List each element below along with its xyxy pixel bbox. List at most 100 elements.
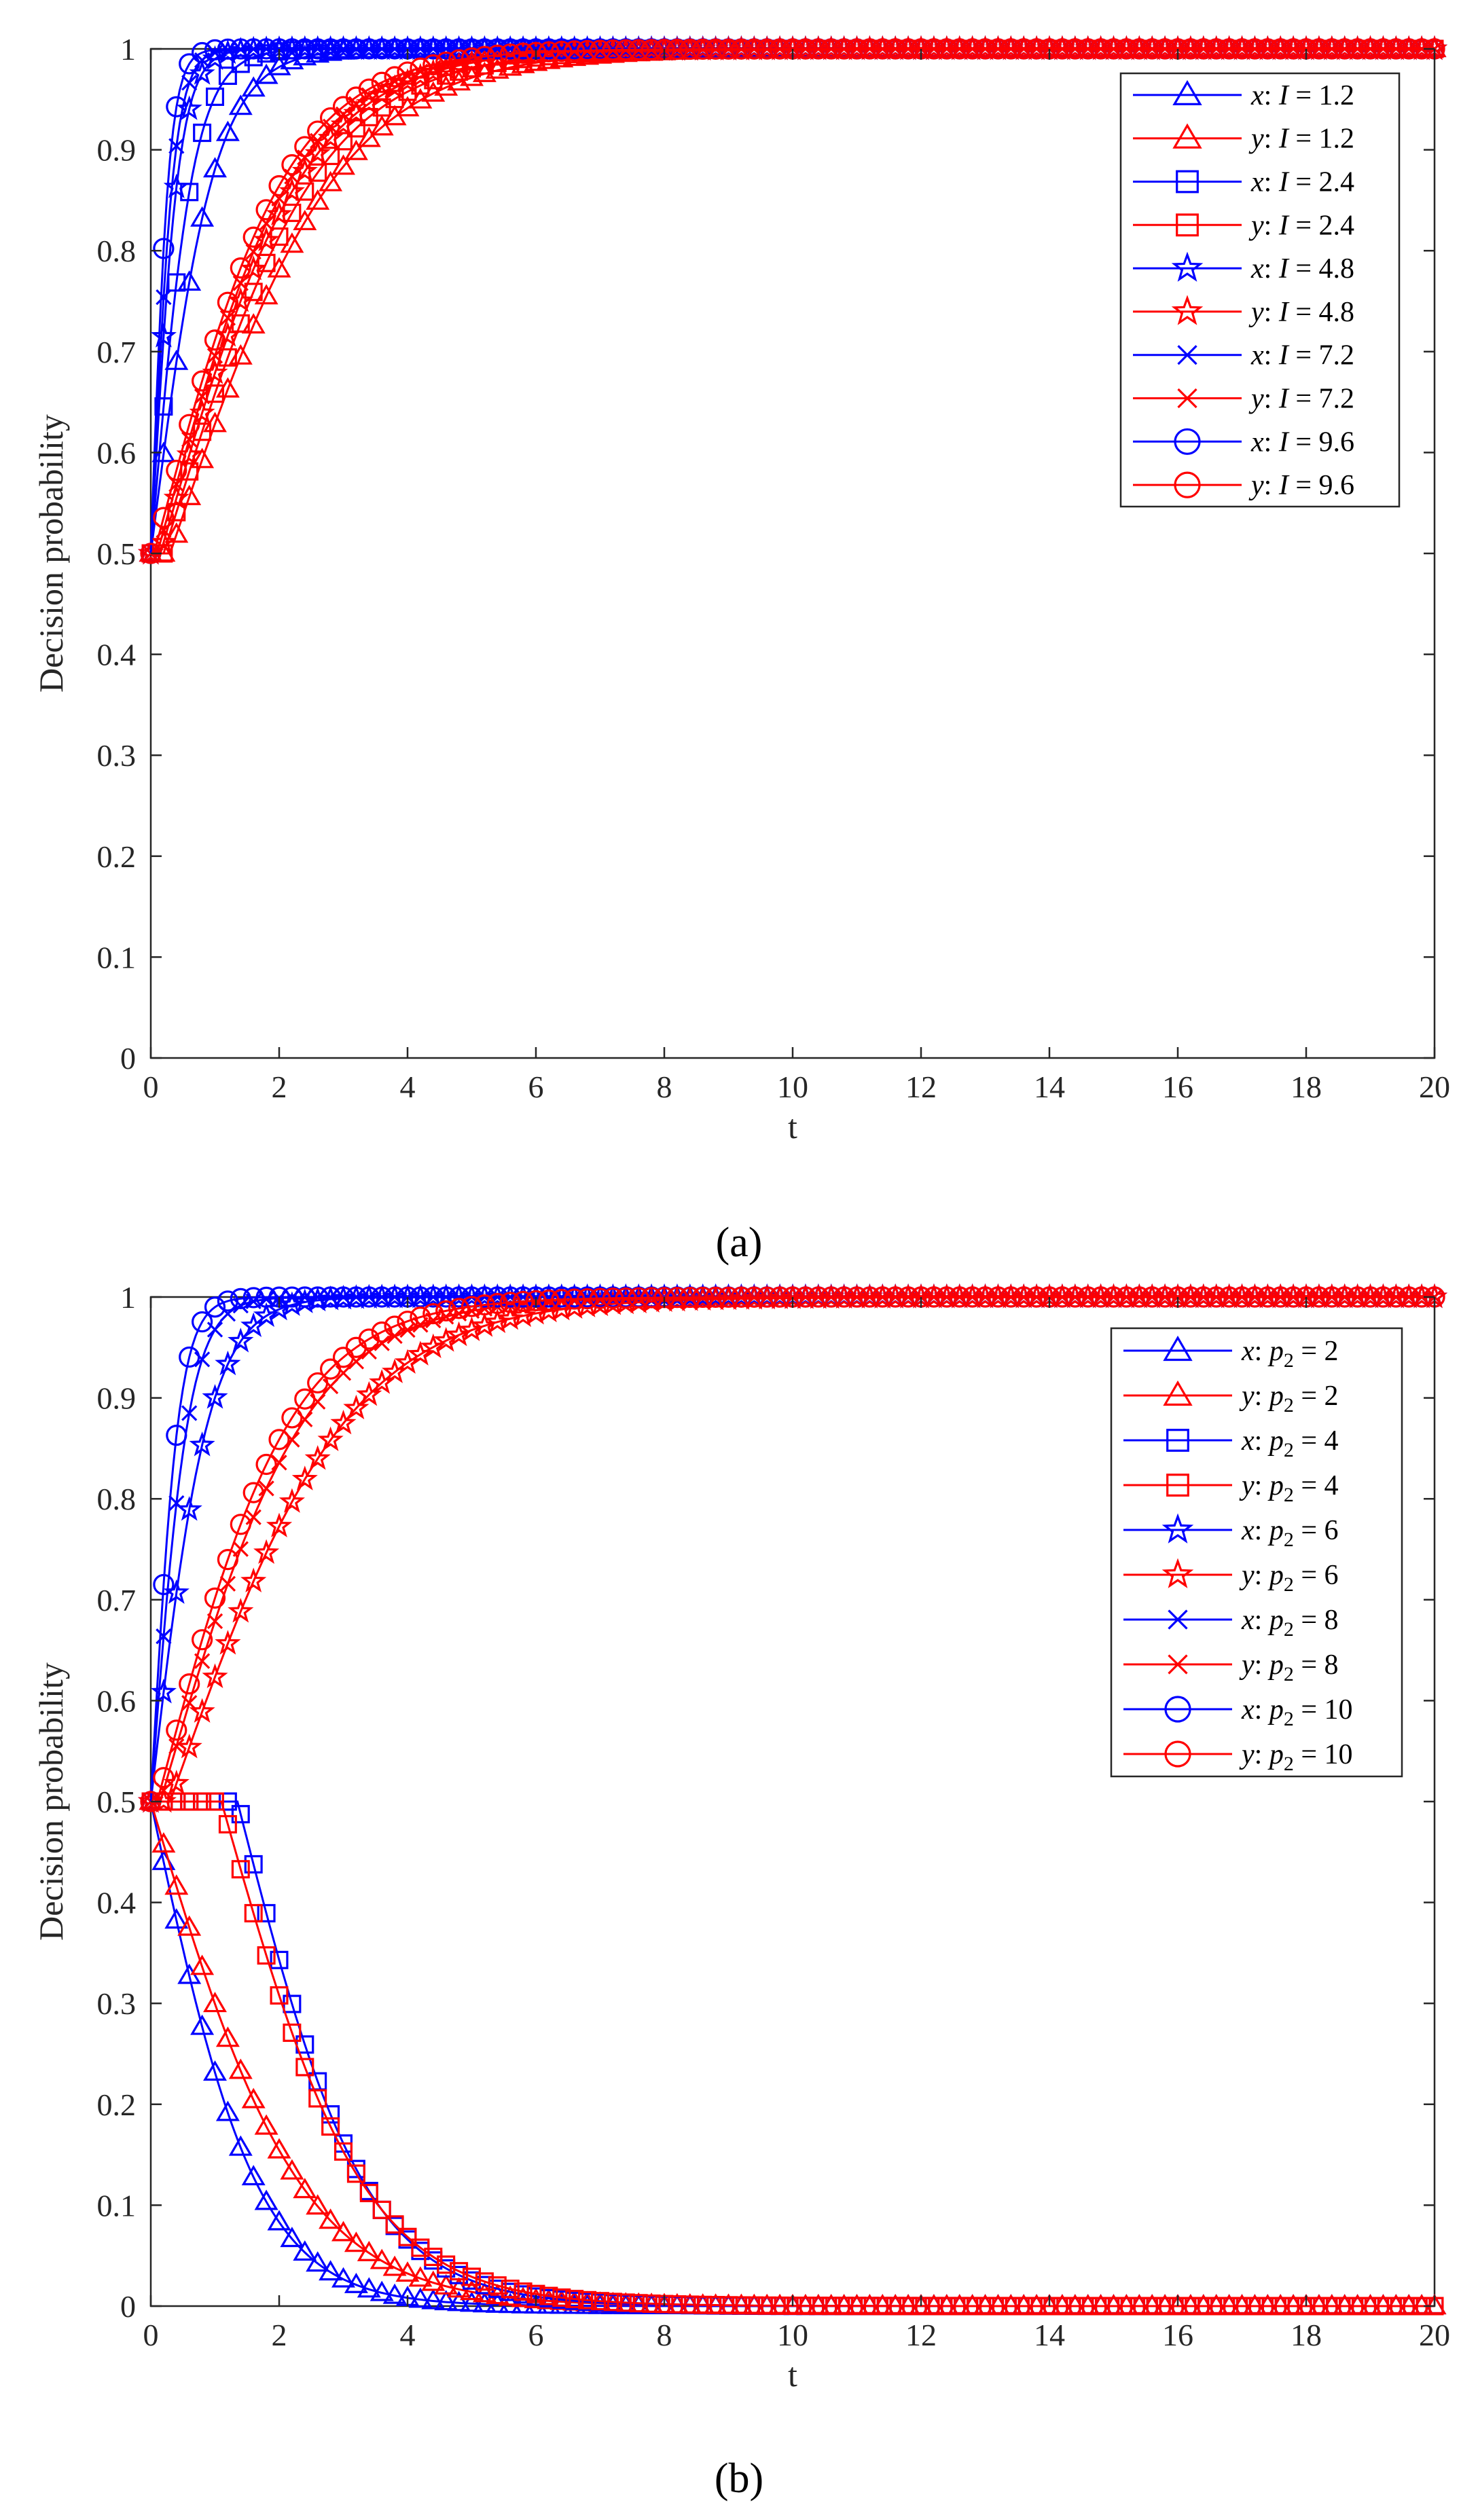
data-point — [859, 1286, 881, 1308]
data-point — [228, 2135, 253, 2156]
legend-label: y: p2 = 4 — [1239, 1470, 1339, 1506]
data-point — [1115, 1286, 1138, 1308]
data-point — [1231, 1286, 1253, 1308]
data-point — [179, 414, 200, 435]
data-point — [704, 38, 727, 60]
x-tick-label: 2 — [272, 1070, 287, 1104]
data-point — [257, 1946, 276, 1965]
data-point — [202, 359, 228, 384]
data-point — [1373, 2297, 1392, 2316]
data-point — [215, 2100, 240, 2121]
data-point — [564, 1288, 585, 1310]
data-point — [192, 1629, 213, 1651]
data-point — [564, 40, 585, 62]
data-point — [228, 2058, 253, 2079]
data-point — [1193, 38, 1214, 60]
data-point — [884, 38, 906, 60]
data-point — [357, 2277, 381, 2298]
data-point — [1180, 38, 1202, 60]
data-point — [513, 2282, 533, 2301]
legend-label: x: I = 2.4 — [1250, 167, 1354, 198]
data-point — [821, 38, 842, 60]
data-point — [551, 40, 573, 62]
data-point — [190, 448, 215, 469]
data-point — [1079, 2297, 1098, 2316]
data-point — [499, 43, 521, 65]
y-tick-label: 0.4 — [97, 638, 137, 672]
legend-entry: y: p2 = 6 — [1123, 1558, 1339, 1596]
data-point — [242, 226, 264, 248]
data-point — [796, 2297, 815, 2316]
data-point — [281, 1286, 303, 1308]
legend-marker — [1164, 1740, 1191, 1768]
data-point — [240, 1567, 267, 1592]
data-point — [244, 282, 263, 302]
data-point — [589, 39, 611, 61]
data-point — [473, 1294, 496, 1316]
data-point — [294, 1388, 316, 1410]
data-point — [179, 1673, 200, 1695]
x-tick-label: 16 — [1162, 2318, 1193, 2352]
legend-marker — [1164, 1696, 1191, 1723]
data-point — [1322, 2297, 1341, 2316]
data-point — [410, 1307, 431, 1328]
data-point — [1360, 2297, 1380, 2316]
data-point — [808, 38, 829, 60]
legend-entry: y: p2 = 8 — [1123, 1649, 1339, 1685]
data-point — [371, 71, 393, 93]
data-point — [150, 323, 177, 348]
x-tick-label: 16 — [1162, 1070, 1193, 1104]
legend-label: y: I = 2.4 — [1248, 210, 1354, 241]
data-point — [253, 1539, 280, 1565]
data-point — [206, 384, 225, 403]
data-point — [679, 1286, 701, 1309]
data-point — [603, 2293, 622, 2312]
data-point — [345, 38, 367, 60]
data-point — [1359, 38, 1382, 60]
data-point — [602, 39, 624, 61]
data-point — [923, 1286, 945, 1308]
legend-marker — [1171, 295, 1204, 325]
data-point — [244, 1855, 263, 1874]
data-point — [1053, 2297, 1072, 2316]
data-point — [192, 1311, 213, 1333]
data-point — [1334, 1286, 1356, 1308]
data-point — [189, 1431, 215, 1457]
data-point — [190, 206, 215, 227]
data-point — [1089, 1286, 1112, 1308]
data-point — [1220, 2297, 1239, 2316]
data-point — [192, 41, 213, 64]
legend-entry: y: I = 2.4 — [1133, 210, 1354, 241]
data-point — [1244, 38, 1266, 60]
data-point — [923, 38, 945, 60]
data-point — [961, 38, 984, 60]
data-point — [332, 1286, 355, 1308]
data-point — [590, 2292, 609, 2311]
data-point — [255, 1453, 277, 1476]
x-tick-label: 8 — [657, 2318, 672, 2352]
data-point — [320, 1286, 342, 1308]
data-point — [281, 1407, 303, 1429]
legend-box — [1119, 72, 1401, 508]
data-point — [422, 54, 444, 76]
data-point — [1077, 38, 1099, 60]
data-point — [310, 1393, 326, 1410]
data-point — [335, 1365, 352, 1381]
data-point — [181, 1405, 198, 1421]
y-axis-label: Decision probability — [32, 1662, 70, 1941]
data-point — [408, 2266, 433, 2287]
data-point — [194, 388, 211, 405]
data-point — [319, 2208, 343, 2229]
x-tick-label: 4 — [400, 1070, 416, 1104]
data-point — [988, 2297, 1007, 2316]
legend-marker — [1177, 345, 1197, 365]
data-point — [219, 1575, 236, 1592]
data-point — [525, 41, 547, 63]
data-point — [241, 2165, 266, 2186]
data-point — [486, 38, 508, 60]
data-point — [486, 44, 508, 66]
data-point — [203, 2060, 227, 2081]
data-point — [1128, 38, 1150, 60]
data-point — [384, 1286, 405, 1308]
data-point — [949, 38, 971, 60]
